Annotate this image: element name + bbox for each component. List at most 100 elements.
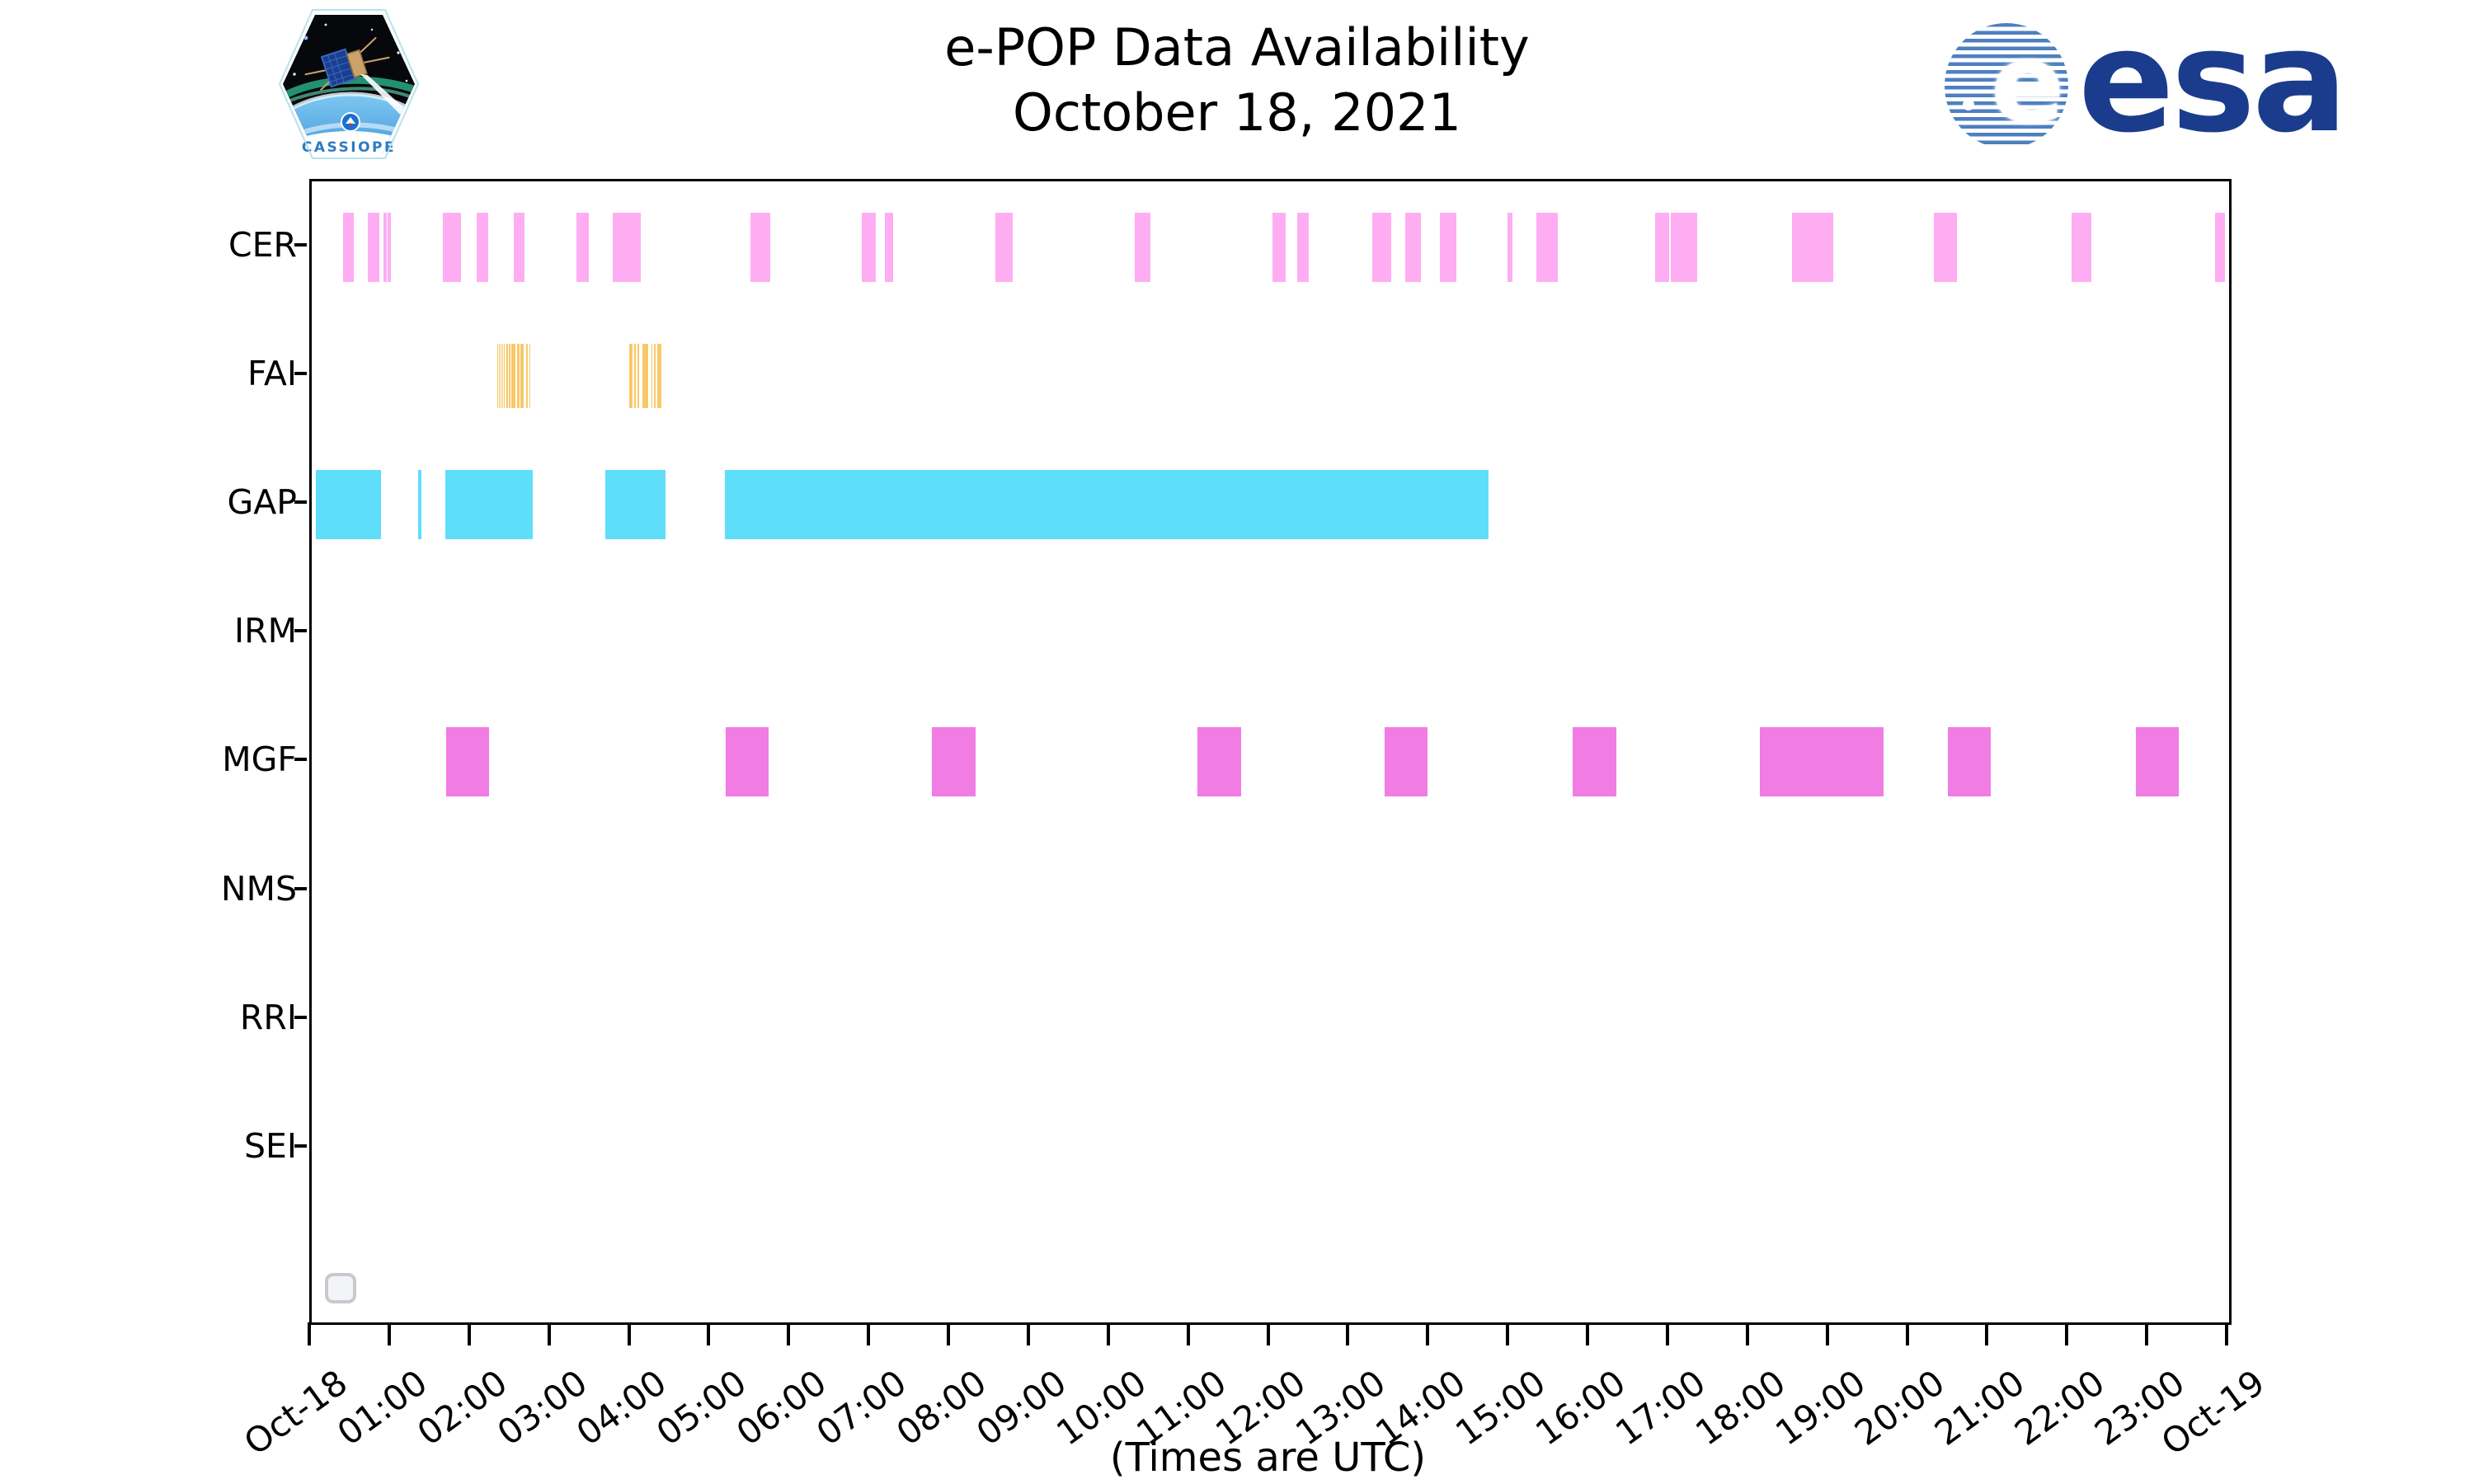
- x-axis-tick: [1506, 1322, 1510, 1345]
- cer-availability-bar: [476, 213, 489, 282]
- mgf-availability-bar: [1197, 727, 1241, 797]
- cer-availability-bar: [750, 213, 771, 282]
- y-axis-label-fai: FAI: [247, 354, 297, 394]
- chart-title: e-POP Data Availability October 18, 2021: [0, 15, 2474, 146]
- y-axis-tick: [294, 500, 307, 505]
- x-axis-tick: [1266, 1322, 1270, 1345]
- y-axis-tick: [294, 1015, 307, 1019]
- x-axis-tick: [1106, 1322, 1110, 1345]
- cer-availability-bar: [1792, 213, 1833, 282]
- plot-area: [309, 179, 2232, 1325]
- x-axis-tick: [1186, 1322, 1190, 1345]
- cer-availability-bar: [1439, 213, 1457, 282]
- fai-availability-bar: [653, 344, 656, 409]
- mgf-availability-bar: [1572, 727, 1616, 797]
- fai-availability-bar: [498, 344, 501, 409]
- mgf-availability-bar: [1948, 727, 1992, 797]
- cer-availability-bar: [884, 213, 894, 282]
- cassiope-mission-patch-logo: CASSIOPE: [275, 5, 423, 163]
- x-axis-tick: [707, 1322, 711, 1345]
- y-axis-tick: [294, 758, 307, 762]
- x-axis-tick: [1586, 1322, 1589, 1345]
- fai-availability-bar: [503, 344, 505, 409]
- fai-availability-bar: [642, 344, 648, 409]
- mgf-availability-bar: [931, 727, 976, 797]
- x-axis-tick: [1426, 1322, 1430, 1345]
- mgf-availability-bar: [1760, 727, 1884, 797]
- x-axis-tick: [1905, 1322, 1909, 1345]
- gap-availability-bar: [444, 470, 534, 540]
- cer-availability-bar: [1134, 213, 1151, 282]
- x-axis-caption: (Times are UTC): [1109, 1435, 1427, 1481]
- x-axis-tick: [627, 1322, 631, 1345]
- esa-logo: e esa: [1945, 0, 2348, 164]
- cer-availability-bar: [383, 213, 388, 282]
- gap-availability-bar: [604, 470, 666, 540]
- x-axis-tick: [308, 1322, 311, 1345]
- esa-globe-icon: e: [1945, 23, 2068, 148]
- fai-availability-bar: [496, 344, 499, 409]
- esa-globe-e-glyph: e: [1991, 23, 2065, 148]
- fai-availability-bar: [529, 344, 530, 409]
- chart-title-line1: e-POP Data Availability: [944, 17, 1530, 77]
- y-axis-label-cer: CER: [228, 225, 297, 265]
- fai-availability-bar: [509, 344, 511, 409]
- y-axis-tick: [294, 1144, 307, 1148]
- x-axis-tick: [2145, 1322, 2149, 1345]
- x-axis-tick: [2065, 1322, 2069, 1345]
- x-axis-tick: [1825, 1322, 1829, 1345]
- cer-availability-bar: [861, 213, 876, 282]
- cer-availability-bar: [442, 213, 462, 282]
- cer-availability-bar: [1933, 213, 1957, 282]
- cassiope-patch-icon: CASSIOPE: [278, 9, 420, 159]
- x-axis-tick: [467, 1322, 471, 1345]
- cer-availability-bar: [1670, 213, 1697, 282]
- x-axis-tick: [947, 1322, 950, 1345]
- y-axis-tick: [294, 243, 307, 247]
- fai-availability-bar: [511, 344, 516, 409]
- x-axis-tick: [1346, 1322, 1350, 1345]
- chart-title-line2: October 18, 2021: [1013, 82, 1461, 143]
- esa-wordmark: esa: [2078, 0, 2348, 164]
- cer-availability-bar: [995, 213, 1013, 282]
- y-axis-tick: [294, 629, 307, 633]
- y-axis-label-mgf: MGF: [222, 740, 297, 780]
- cer-availability-bar: [1507, 213, 1513, 282]
- x-axis-tick: [2225, 1322, 2228, 1345]
- gap-availability-bar: [315, 470, 382, 540]
- y-axis-label-rri: RRI: [239, 997, 297, 1037]
- cer-availability-bar: [1272, 213, 1286, 282]
- cer-availability-bar: [1371, 213, 1391, 282]
- cer-availability-bar: [1536, 213, 1559, 282]
- x-axis-tick: [1745, 1322, 1749, 1345]
- gap-availability-bar: [417, 470, 421, 540]
- cassiope-patch-label: CASSIOPE: [302, 139, 396, 156]
- fai-availability-bar: [634, 344, 636, 409]
- fai-availability-bar: [659, 344, 662, 409]
- y-axis-label-nms: NMS: [220, 868, 297, 909]
- cer-availability-bar: [1405, 213, 1421, 282]
- cer-availability-bar: [2214, 213, 2226, 282]
- fai-availability-bar: [657, 344, 659, 409]
- x-axis-tick: [1985, 1322, 1989, 1345]
- mgf-availability-bar: [725, 727, 769, 797]
- y-axis-tick: [294, 372, 307, 376]
- cer-availability-bar: [613, 213, 642, 282]
- cer-availability-bar: [388, 213, 391, 282]
- cer-availability-bar: [514, 213, 524, 282]
- cer-availability-bar: [576, 213, 590, 282]
- fai-availability-bar: [516, 344, 520, 409]
- corner-rounded-button[interactable]: [325, 1273, 356, 1303]
- y-axis-label-gap: GAP: [227, 482, 297, 523]
- gap-availability-bar: [724, 470, 1489, 540]
- fai-availability-bar: [506, 344, 509, 409]
- fai-availability-bar: [500, 344, 502, 409]
- cer-availability-bar: [342, 213, 355, 282]
- x-axis-tick: [547, 1322, 551, 1345]
- cer-availability-bar: [2072, 213, 2092, 282]
- fai-availability-bar: [637, 344, 639, 409]
- mgf-availability-bar: [2135, 727, 2179, 797]
- cer-availability-bar: [1297, 213, 1309, 282]
- fai-availability-bar: [628, 344, 633, 409]
